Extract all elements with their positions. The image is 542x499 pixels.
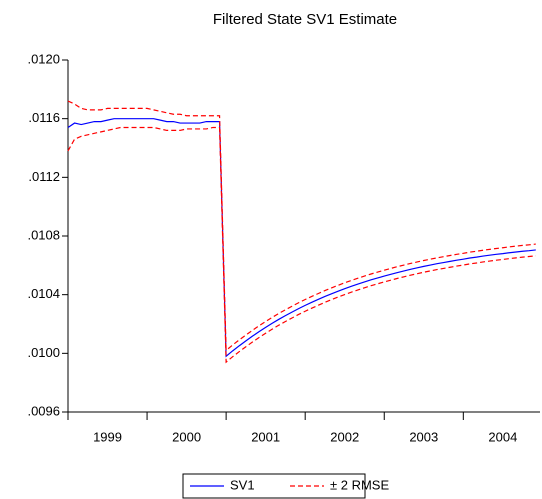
legend-label: ± 2 RMSE [330, 477, 389, 492]
y-tick-label: .0104 [27, 286, 60, 301]
series-line [67, 118, 536, 358]
x-tick-label: 2001 [251, 429, 280, 444]
y-tick-label: .0112 [28, 169, 60, 184]
y-tick-label: .0108 [27, 227, 60, 242]
x-tick-label: 2000 [172, 429, 201, 444]
chart-title: Filtered State SV1 Estimate [213, 11, 397, 28]
x-tick-label: 2003 [409, 429, 438, 444]
y-tick-label: .0116 [28, 110, 60, 125]
legend-label: SV1 [230, 477, 255, 492]
series-line [67, 126, 536, 364]
x-tick-label: 1999 [93, 429, 122, 444]
y-tick-label: .0120 [27, 51, 60, 66]
x-tick-label: 2002 [330, 429, 359, 444]
y-tick-label: .0096 [27, 403, 60, 418]
x-tick-label: 2004 [488, 429, 517, 444]
y-tick-label: .0100 [27, 345, 60, 360]
series-line [67, 100, 536, 352]
